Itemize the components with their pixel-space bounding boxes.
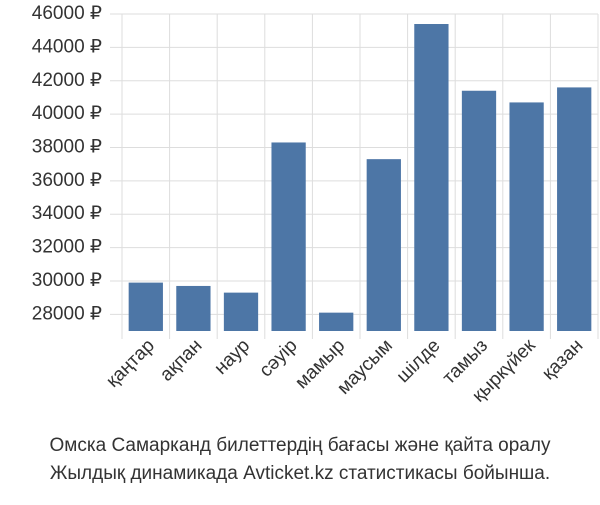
y-tick-label: 46000 ₽ — [32, 3, 102, 24]
bar — [366, 159, 401, 331]
caption-line: Омска Самарканд билеттердің бағасы және … — [50, 435, 551, 456]
y-tick-label: 40000 ₽ — [32, 103, 102, 124]
y-tick-label: 30000 ₽ — [32, 270, 102, 291]
x-tick-label: наур — [210, 335, 254, 379]
bar — [176, 285, 211, 331]
y-tick-label: 38000 ₽ — [32, 136, 102, 157]
bar — [509, 102, 544, 331]
bar — [128, 282, 163, 331]
bar — [319, 312, 354, 331]
bar — [557, 87, 592, 332]
y-tick-label: 28000 ₽ — [32, 303, 102, 324]
caption-line: Жылдық динамикада Avticket.kz статистика… — [50, 463, 550, 484]
bar — [271, 142, 306, 331]
y-tick-label: 34000 ₽ — [32, 203, 102, 224]
x-tick-label: қаңтар — [102, 335, 159, 392]
bar — [223, 292, 259, 331]
y-tick-label: 32000 ₽ — [32, 237, 102, 258]
x-tick-label: шілде — [393, 335, 445, 387]
y-tick-label: 36000 ₽ — [32, 170, 102, 191]
x-tick-label: қазан — [538, 335, 587, 384]
y-tick-label: 44000 ₽ — [32, 36, 102, 57]
bar — [461, 90, 497, 331]
bar — [414, 24, 449, 331]
x-tick-label: ақпан — [156, 335, 206, 385]
y-tick-label: 42000 ₽ — [32, 70, 102, 91]
